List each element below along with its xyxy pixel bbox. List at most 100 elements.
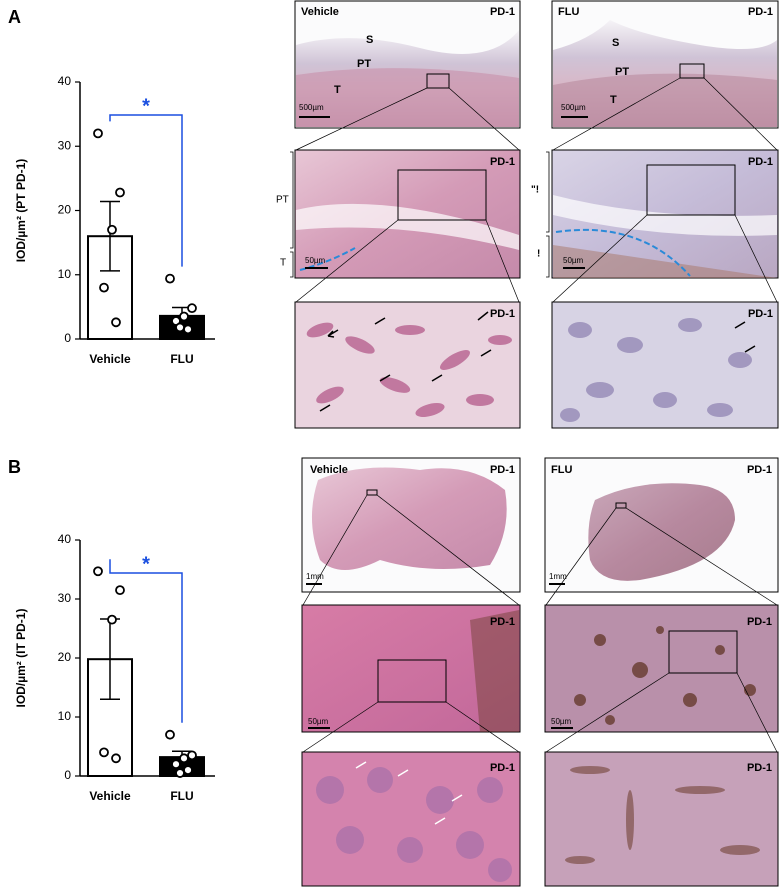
data-point (175, 768, 185, 778)
image-label: PD-1 (490, 156, 515, 168)
zoom-line (295, 87, 428, 151)
y-tick-label: 30 (58, 591, 72, 605)
scale-label: 50µm (563, 256, 584, 265)
zoom-line (545, 507, 617, 606)
data-point (107, 614, 117, 625)
cells (306, 322, 512, 417)
image-label: FLU (551, 464, 572, 476)
image-label: PD-1 (748, 308, 773, 320)
image-label: PD-1 (748, 156, 773, 168)
image-label: PD-1 (490, 6, 515, 18)
inset-box (366, 489, 378, 496)
image-label: PD-1 (490, 762, 515, 774)
inset-box (646, 164, 736, 216)
micrograph-group: Vehicle PD-1 S PT T 500µm FLU PD-1 S PT … (276, 0, 779, 429)
x-tick-label: FLU (170, 789, 193, 803)
scale-label: 1mm (306, 572, 324, 581)
micrograph-group: Vehicle PD-1 1mm FLU PD-1 1mm PD-1 50µm … (301, 457, 779, 887)
image-label: T (610, 94, 617, 106)
data-point (93, 566, 103, 577)
zoom-line (295, 219, 399, 303)
scale-label: 500µm (299, 103, 324, 112)
pigment (574, 626, 756, 725)
bracket (290, 151, 294, 278)
image-label: "! (531, 185, 539, 196)
significance-bracket (109, 114, 183, 267)
zoom-line (448, 87, 520, 151)
zoom-line (545, 672, 670, 753)
zoom-line (552, 214, 648, 303)
data-point (171, 759, 181, 770)
inset-box (377, 659, 447, 703)
tissue (311, 467, 507, 570)
image-label: ! (537, 249, 540, 260)
data-point (179, 753, 189, 764)
zoom-line (445, 701, 520, 753)
scale-label: 50µm (551, 717, 572, 726)
image-label: Vehicle (310, 464, 348, 476)
pigment (565, 766, 760, 864)
scale-label: 1mm (549, 572, 567, 581)
y-tick-label: 30 (58, 138, 72, 152)
image-label: S (612, 37, 619, 49)
y-tick-label: 20 (58, 203, 72, 217)
data-point (99, 747, 109, 758)
x-tick-label: Vehicle (89, 789, 131, 803)
panel-letter: A (8, 7, 21, 27)
x-tick-label: FLU (170, 352, 193, 366)
zoom-line (552, 77, 681, 151)
micrograph (301, 604, 521, 733)
micrograph (294, 301, 521, 429)
arrows (355, 761, 463, 825)
image-label: PD-1 (748, 6, 773, 18)
data-point (179, 311, 189, 322)
tissue (553, 73, 777, 127)
data-point (165, 273, 175, 284)
data-point (107, 224, 117, 235)
pigment (470, 610, 519, 732)
data-point (183, 765, 193, 775)
data-point (111, 317, 121, 328)
scale-label: 500µm (561, 103, 586, 112)
image-label: PD-1 (747, 464, 772, 476)
panel-letter: B (8, 457, 21, 477)
data-point (183, 324, 193, 335)
data-point (187, 750, 197, 761)
error-bar (100, 200, 120, 272)
image-label: PD-1 (490, 308, 515, 320)
significance-mark: * (142, 553, 150, 575)
scale-label: 50µm (308, 717, 329, 726)
significance-bracket (109, 559, 183, 723)
tissue (296, 203, 519, 250)
image-label: PD-1 (490, 616, 515, 628)
data-point (115, 585, 125, 596)
inset-box (679, 63, 705, 79)
image-label: PT (615, 66, 629, 78)
cells (316, 767, 512, 882)
tissue (553, 245, 777, 278)
image-label: PT (276, 195, 289, 206)
zoom-line (736, 672, 778, 753)
zoom-line (302, 701, 379, 753)
significance-mark: * (142, 95, 150, 117)
bracket (546, 151, 550, 278)
zoom-line (625, 507, 778, 606)
y-tick-label: 40 (58, 532, 72, 546)
data-point (111, 753, 121, 764)
data-point (93, 128, 103, 139)
cells (560, 318, 752, 422)
arrows (734, 321, 756, 353)
data-point (165, 729, 175, 740)
data-point (99, 282, 109, 293)
boundary (555, 228, 691, 277)
image-label: T (334, 84, 341, 96)
y-tick-label: 20 (58, 650, 72, 664)
image-label: PD-1 (490, 464, 515, 476)
y-axis-label: IOD/µm² (IT PD-1) (14, 609, 28, 708)
y-tick-label: 10 (58, 709, 72, 723)
y-axis-label: IOD/µm² (PT PD-1) (14, 159, 28, 263)
image-label: PD-1 (747, 616, 772, 628)
inset-box (397, 169, 487, 221)
data-point (175, 322, 185, 333)
